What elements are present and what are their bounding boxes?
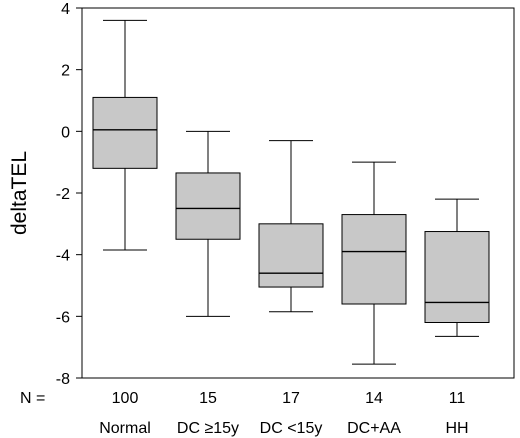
y-tick-label: -8 xyxy=(56,371,70,388)
n-count-label: 11 xyxy=(449,390,466,407)
y-tick-label: -2 xyxy=(56,186,70,203)
y-tick-label: 2 xyxy=(61,63,70,80)
n-count-label: 17 xyxy=(282,390,300,407)
box-0 xyxy=(92,19,158,251)
category-label: DC ≥15y xyxy=(177,420,239,437)
category-label: DC+AA xyxy=(347,420,401,437)
box-2 xyxy=(258,140,324,313)
iqr-box xyxy=(258,223,324,288)
category-labels-group: 100 Normal 15 DC ≥15y 17 DC <15y 14 DC+AA 11 HH xyxy=(99,390,468,437)
y-tick-label: -6 xyxy=(56,309,70,326)
n-count-label: 100 xyxy=(112,390,139,407)
y-tick-label: -4 xyxy=(56,248,70,265)
iqr-box xyxy=(341,214,407,305)
n-count-label: 14 xyxy=(365,390,383,407)
category-label: Normal xyxy=(99,420,151,437)
y-axis-label: deltaTEL xyxy=(8,151,31,235)
y-tick-label: 0 xyxy=(61,124,70,141)
box-4 xyxy=(424,198,490,337)
y-tick-label: 4 xyxy=(61,1,70,18)
iqr-box xyxy=(175,172,241,240)
category-label: HH xyxy=(445,420,468,437)
iqr-box xyxy=(92,96,158,169)
n-prefix-label: N = xyxy=(20,390,45,407)
y-axis: 4 2 0 -2 -4 -6 -8 xyxy=(56,1,82,388)
iqr-box xyxy=(424,231,490,324)
n-count-label: 15 xyxy=(199,390,217,407)
box-3 xyxy=(341,161,407,365)
boxes-group xyxy=(92,19,490,365)
category-label: DC <15y xyxy=(260,420,323,437)
box-1 xyxy=(175,130,241,317)
